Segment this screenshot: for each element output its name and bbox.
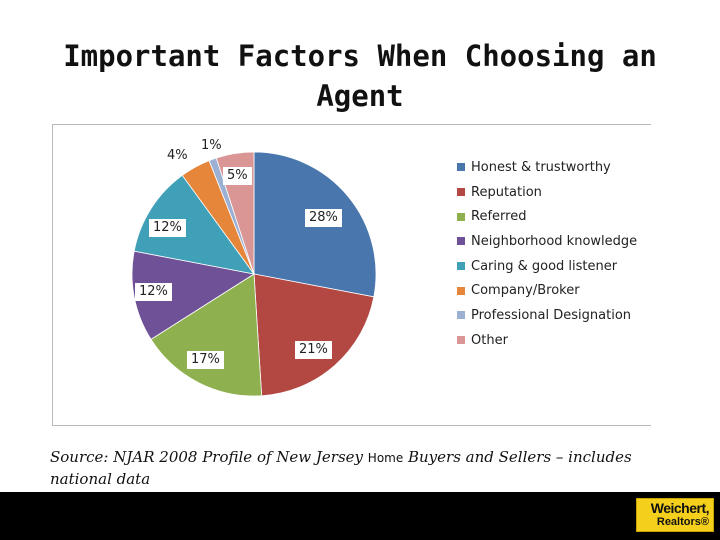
slide-title: Important Factors When Choosing an Agent — [0, 36, 720, 116]
legend-swatch — [457, 237, 465, 246]
source-text-2: Buyers and Sellers – includes national d… — [50, 448, 632, 488]
legend-swatch — [457, 163, 465, 172]
legend-label: Reputation — [471, 184, 542, 200]
legend-item-company: Company/Broker — [457, 278, 637, 303]
pie-slice-4 — [133, 174, 255, 275]
legend-item-referred: Referred — [457, 204, 637, 229]
slice-label-7: 5% — [223, 167, 252, 185]
slice-label-1: 21% — [295, 341, 332, 359]
slice-label-3: 12% — [135, 283, 172, 301]
slice-label-5: 4% — [163, 147, 192, 165]
footer-bar: Weichert, Realtors® — [0, 492, 720, 540]
logo-line-2: Realtors® — [656, 516, 709, 528]
legend-swatch — [457, 262, 465, 271]
legend-item-reputation: Reputation — [457, 180, 637, 205]
pie-slice-1 — [253, 273, 375, 397]
legend-swatch — [457, 286, 465, 295]
legend-swatch — [457, 188, 465, 197]
slice-label-6: 1% — [197, 137, 226, 155]
title-line-1: Important Factors When Choosing an — [63, 39, 657, 73]
slice-label-0: 28% — [305, 209, 342, 227]
legend-label: Professional Designation — [471, 307, 632, 323]
weichert-realtors-logo: Weichert, Realtors® — [636, 498, 714, 532]
legend-item-caring: Caring & good listener — [457, 254, 637, 279]
legend-item-neighborhood: Neighborhood knowledge — [457, 229, 637, 254]
pie-slice-2 — [150, 273, 263, 397]
legend-item-designation: Professional Designation — [457, 303, 637, 328]
source-text-1: Source: NJAR 2008 Profile of New Jersey — [50, 448, 368, 466]
legend-label: Company/Broker — [471, 283, 580, 299]
legend-label: Neighborhood knowledge — [471, 233, 638, 249]
legend-swatch — [457, 212, 465, 221]
chart-frame: 28% 21% 17% 12% 12% 4% 1% 5% Honest & tr… — [52, 124, 651, 426]
title-line-2: Agent — [316, 79, 404, 113]
chart-legend: Honest & trustworthy Reputation Referred… — [457, 155, 637, 353]
legend-swatch — [457, 311, 465, 320]
legend-label: Referred — [471, 209, 527, 225]
pie-slice-3 — [131, 250, 256, 340]
legend-label: Other — [471, 332, 508, 348]
logo-line-1: Weichert, — [650, 500, 710, 516]
source-note: Source: NJAR 2008 Profile of New Jersey … — [50, 447, 690, 490]
legend-item-honest: Honest & trustworthy — [457, 155, 637, 180]
legend-label: Caring & good listener — [471, 258, 618, 274]
legend-swatch — [457, 336, 465, 345]
slice-label-2: 17% — [187, 351, 224, 369]
slice-label-4: 12% — [149, 219, 186, 237]
source-text-home: Home — [367, 451, 404, 465]
legend-label: Honest & trustworthy — [471, 159, 611, 175]
legend-item-other: Other — [457, 328, 637, 353]
